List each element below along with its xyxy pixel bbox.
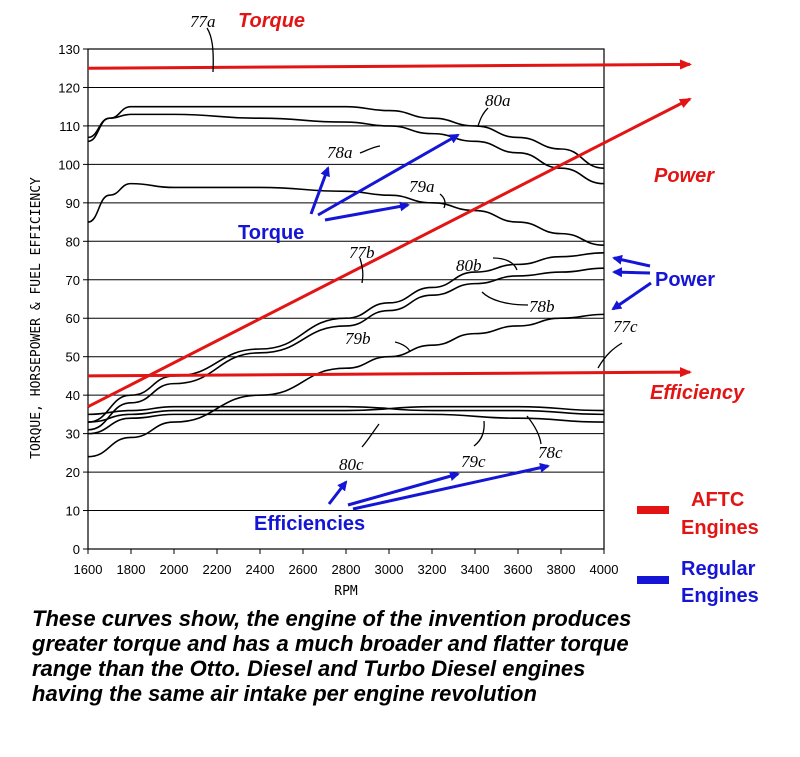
label-power-red: Power bbox=[654, 165, 715, 187]
label-80a: 80a bbox=[485, 91, 511, 110]
arrow-torque-78a bbox=[309, 166, 330, 215]
leader-79b bbox=[394, 341, 411, 353]
legend-aftc-line1: AFTC bbox=[691, 489, 744, 511]
y-tick-label: 30 bbox=[66, 427, 80, 442]
label-efficiencies-blue: Efficiencies bbox=[254, 513, 365, 535]
x-tick-label: 4000 bbox=[590, 562, 619, 577]
series-80b bbox=[87, 252, 605, 423]
x-axis-label: RPM bbox=[334, 584, 358, 599]
x-tick-label: 1800 bbox=[117, 562, 146, 577]
leader-77a bbox=[206, 27, 214, 73]
caption-line-4: having the same air intake per engine re… bbox=[32, 681, 537, 706]
label-77a: 77a bbox=[190, 12, 216, 31]
x-tick-label: 1600 bbox=[74, 562, 103, 577]
series-78b bbox=[87, 267, 605, 431]
legend-regular-swatch bbox=[637, 576, 669, 584]
y-tick-label: 40 bbox=[66, 388, 80, 403]
leader-80c bbox=[361, 423, 380, 448]
arrow-power-80b bbox=[612, 254, 651, 268]
label-torque-red: Torque bbox=[238, 10, 305, 32]
x-tick-label: 2400 bbox=[246, 562, 275, 577]
series-79b bbox=[87, 313, 605, 458]
x-tick-label: 3400 bbox=[461, 562, 490, 577]
leader-77b bbox=[359, 257, 364, 284]
legend-aftc-swatch bbox=[637, 506, 669, 514]
legend-regular-line1: Regular bbox=[681, 558, 756, 580]
caption-line-1: These curves show, the engine of the inv… bbox=[32, 606, 632, 631]
y-tick-label: 0 bbox=[73, 542, 80, 557]
x-tick-label: 2200 bbox=[203, 562, 232, 577]
leader-78b bbox=[481, 291, 529, 306]
plot-frame bbox=[87, 48, 605, 550]
leader-80a bbox=[477, 107, 489, 127]
arrow-power-79b bbox=[611, 281, 652, 311]
label-77c: 77c bbox=[613, 317, 638, 336]
caption-line-2: greater torque and has a much broader an… bbox=[32, 631, 629, 656]
leader-80b bbox=[492, 257, 518, 271]
series-80a bbox=[87, 105, 605, 170]
label-79a: 79a bbox=[409, 177, 435, 196]
y-tick-label: 70 bbox=[66, 273, 80, 288]
arrow-torque-79a bbox=[324, 201, 410, 222]
blue-arrows bbox=[309, 133, 652, 511]
leader-77c bbox=[597, 342, 623, 369]
y-tick-label: 10 bbox=[66, 504, 80, 519]
curves bbox=[87, 59, 692, 458]
leader-78c bbox=[526, 415, 542, 445]
y-tick-label: 120 bbox=[58, 80, 80, 95]
series-torque-aftc bbox=[87, 59, 692, 70]
caption: These curves show, the engine of the inv… bbox=[32, 606, 782, 706]
label-torque-blue: Torque bbox=[238, 222, 304, 244]
x-tick-label: 2000 bbox=[160, 562, 189, 577]
x-tick-label: 2600 bbox=[289, 562, 318, 577]
label-power-blue: Power bbox=[655, 269, 715, 291]
series-79a bbox=[87, 182, 605, 246]
arrow-torque-80a bbox=[317, 133, 460, 217]
arrow-eff-80c bbox=[327, 480, 348, 505]
label-77b: 77b bbox=[349, 243, 375, 262]
label-78b: 78b bbox=[529, 297, 555, 316]
label-78a: 78a bbox=[327, 143, 353, 162]
y-tick-label: 130 bbox=[58, 42, 80, 57]
y-tick-label: 50 bbox=[66, 350, 80, 365]
x-tick-label: 3600 bbox=[504, 562, 533, 577]
x-tick-label: 3800 bbox=[547, 562, 576, 577]
y-tick-label: 110 bbox=[59, 119, 80, 134]
label-78c: 78c bbox=[538, 443, 563, 462]
x-tick-label: 3000 bbox=[375, 562, 404, 577]
y-tick-label: 20 bbox=[66, 465, 80, 480]
label-80c: 80c bbox=[339, 455, 364, 474]
leader-lines bbox=[206, 27, 623, 448]
arrow-eff-79c bbox=[347, 471, 460, 507]
arrow-power-78b bbox=[612, 267, 651, 278]
series-78c bbox=[87, 413, 605, 435]
x-tick-label: 3200 bbox=[418, 562, 447, 577]
y-tick-label: 90 bbox=[66, 196, 80, 211]
caption-line-3: range than the Otto. Diesel and Turbo Di… bbox=[32, 656, 586, 681]
y-axis-ticks: 0 10 20 30 40 50 60 70 80 90 100 110 120 130 bbox=[58, 42, 88, 557]
series-80c bbox=[87, 405, 605, 416]
series-power-aftc bbox=[87, 97, 692, 409]
arrow-eff-78c bbox=[352, 462, 550, 511]
label-79c: 79c bbox=[461, 452, 486, 471]
y-tick-label: 60 bbox=[66, 311, 80, 326]
legend-regular-line2: Engines bbox=[681, 585, 759, 607]
y-axis-label: TORQUE, HORSEPOWER & FUEL EFFICIENCY bbox=[29, 177, 44, 459]
series-78a bbox=[87, 113, 605, 185]
leader-79a bbox=[439, 193, 446, 209]
label-80b: 80b bbox=[456, 256, 482, 275]
y-tick-label: 80 bbox=[66, 234, 80, 249]
label-79b: 79b bbox=[345, 329, 371, 348]
series-efficiency-aftc bbox=[87, 367, 692, 378]
leader-79c bbox=[473, 420, 485, 447]
grid bbox=[88, 48, 604, 550]
x-axis-ticks: 1600 1800 2000 2200 2400 2600 2800 3000 3200 3400… bbox=[74, 549, 619, 577]
legend-aftc-line2: Engines bbox=[681, 517, 759, 539]
series-79c bbox=[87, 405, 605, 423]
x-tick-label: 2800 bbox=[332, 562, 361, 577]
leader-78a bbox=[359, 145, 381, 154]
label-efficiency-red: Efficiency bbox=[650, 382, 745, 404]
y-tick-label: 100 bbox=[58, 157, 80, 172]
